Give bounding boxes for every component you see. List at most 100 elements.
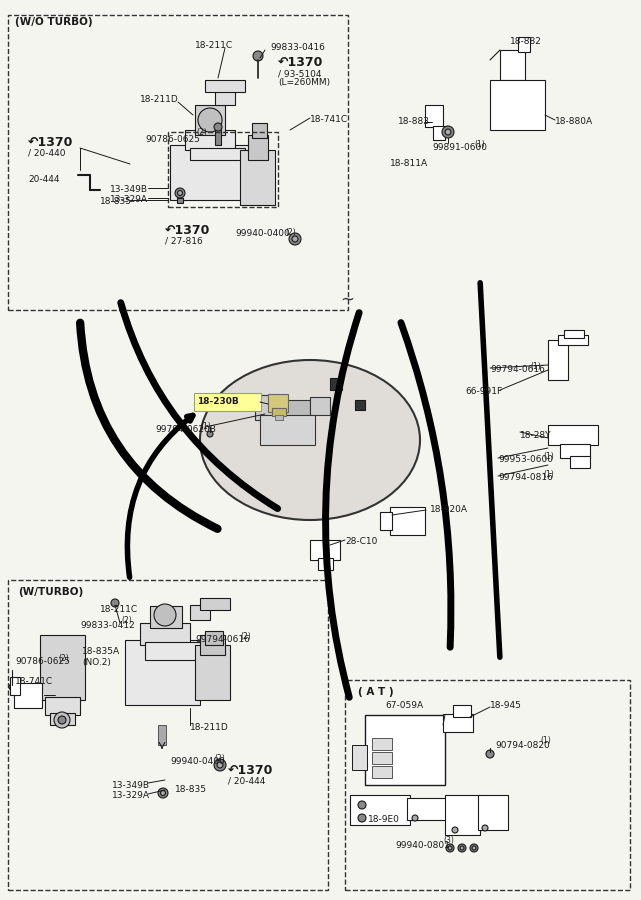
Text: (1): (1): [200, 422, 211, 431]
Bar: [145, 642, 200, 660]
Text: / 20-440: / 20-440: [28, 148, 65, 157]
Bar: [500, 50, 525, 80]
Text: 13-349B: 13-349B: [110, 185, 148, 194]
Text: (1): (1): [530, 362, 541, 371]
Text: (2): (2): [121, 616, 132, 625]
Bar: [518, 37, 530, 52]
Circle shape: [54, 712, 70, 728]
Text: 90786-0625: 90786-0625: [15, 658, 70, 667]
Bar: [310, 540, 340, 560]
Text: 99833-0416: 99833-0416: [270, 43, 325, 52]
Bar: [195, 645, 230, 700]
Text: 67-059A: 67-059A: [385, 700, 423, 709]
Bar: [150, 606, 182, 628]
Bar: [372, 766, 392, 778]
Bar: [200, 598, 230, 610]
Bar: [558, 335, 588, 345]
Bar: [560, 444, 590, 458]
Bar: [445, 795, 480, 835]
Text: 18-883: 18-883: [398, 118, 430, 127]
Circle shape: [292, 236, 298, 242]
Bar: [125, 640, 200, 705]
Bar: [240, 150, 275, 205]
Text: (1): (1): [543, 453, 554, 462]
Text: 18-28Y: 18-28Y: [520, 430, 551, 439]
Text: 99940-0801: 99940-0801: [395, 841, 450, 850]
Text: / 20-444: / 20-444: [228, 777, 265, 786]
Bar: [330, 378, 342, 390]
Bar: [200, 635, 225, 655]
Bar: [407, 798, 447, 820]
Text: ↶1370: ↶1370: [165, 223, 210, 237]
Text: (W/TURBO): (W/TURBO): [18, 587, 83, 597]
Circle shape: [207, 431, 213, 437]
Text: 66-991F: 66-991F: [465, 388, 502, 397]
Text: ↶1370: ↶1370: [28, 136, 73, 149]
Text: ↶1370: ↶1370: [278, 56, 323, 68]
Bar: [372, 738, 392, 750]
Bar: [158, 725, 166, 745]
Text: 99940-0400: 99940-0400: [170, 758, 225, 767]
Text: / 93-5104: / 93-5104: [278, 69, 322, 78]
Circle shape: [9, 684, 15, 690]
Bar: [14, 683, 42, 708]
Text: / 27-816: / 27-816: [165, 237, 203, 246]
Text: 13-329A: 13-329A: [110, 195, 148, 204]
Text: 18-741C: 18-741C: [310, 115, 348, 124]
Circle shape: [289, 233, 301, 245]
Text: 18-9E0: 18-9E0: [368, 815, 400, 824]
Circle shape: [482, 825, 488, 831]
Bar: [205, 80, 245, 92]
Text: 18-741C: 18-741C: [15, 678, 53, 687]
Circle shape: [214, 759, 226, 771]
Text: ( A T ): ( A T ): [358, 687, 394, 697]
Bar: [433, 126, 445, 140]
Bar: [40, 635, 85, 700]
Text: (W/O TURBO): (W/O TURBO): [15, 17, 93, 27]
Circle shape: [111, 599, 119, 607]
Ellipse shape: [200, 360, 420, 520]
Circle shape: [214, 123, 222, 131]
Bar: [380, 512, 392, 530]
Circle shape: [358, 814, 366, 822]
Bar: [285, 400, 310, 420]
Bar: [10, 677, 20, 695]
Bar: [478, 795, 508, 830]
Bar: [425, 105, 443, 127]
Text: ↶1370: ↶1370: [228, 763, 273, 777]
Text: (2): (2): [214, 753, 225, 762]
Bar: [365, 715, 445, 785]
Bar: [215, 127, 221, 145]
Text: 18-211C: 18-211C: [100, 606, 138, 615]
Text: (1): (1): [543, 471, 554, 480]
FancyBboxPatch shape: [194, 393, 261, 411]
Text: 13-329A: 13-329A: [112, 791, 150, 800]
Text: 99940-0400: 99940-0400: [235, 230, 290, 238]
Bar: [170, 145, 250, 200]
Text: 20-444: 20-444: [28, 176, 60, 184]
Circle shape: [412, 815, 418, 821]
Bar: [185, 130, 235, 150]
Text: 18-945: 18-945: [490, 700, 522, 709]
Text: 18-835: 18-835: [100, 197, 132, 206]
Text: 99794-0616: 99794-0616: [195, 635, 250, 644]
Text: (2): (2): [196, 128, 207, 137]
Text: 90786-0625: 90786-0625: [145, 136, 200, 145]
Bar: [548, 340, 568, 380]
Bar: [248, 135, 268, 160]
Text: 18-920A: 18-920A: [430, 506, 468, 515]
Text: 18-880A: 18-880A: [555, 118, 593, 127]
Bar: [318, 558, 333, 570]
Bar: [272, 408, 286, 416]
Bar: [355, 400, 365, 410]
Text: 18-811A: 18-811A: [390, 158, 428, 167]
Bar: [50, 713, 75, 725]
Text: 18-211D: 18-211D: [140, 95, 179, 104]
Circle shape: [217, 762, 223, 768]
Text: 28-C10: 28-C10: [345, 537, 378, 546]
Text: (2): (2): [240, 632, 251, 641]
Bar: [252, 123, 267, 138]
Bar: [140, 623, 190, 645]
Text: (NO.2): (NO.2): [82, 658, 111, 667]
Text: 99794-0616: 99794-0616: [490, 365, 545, 374]
